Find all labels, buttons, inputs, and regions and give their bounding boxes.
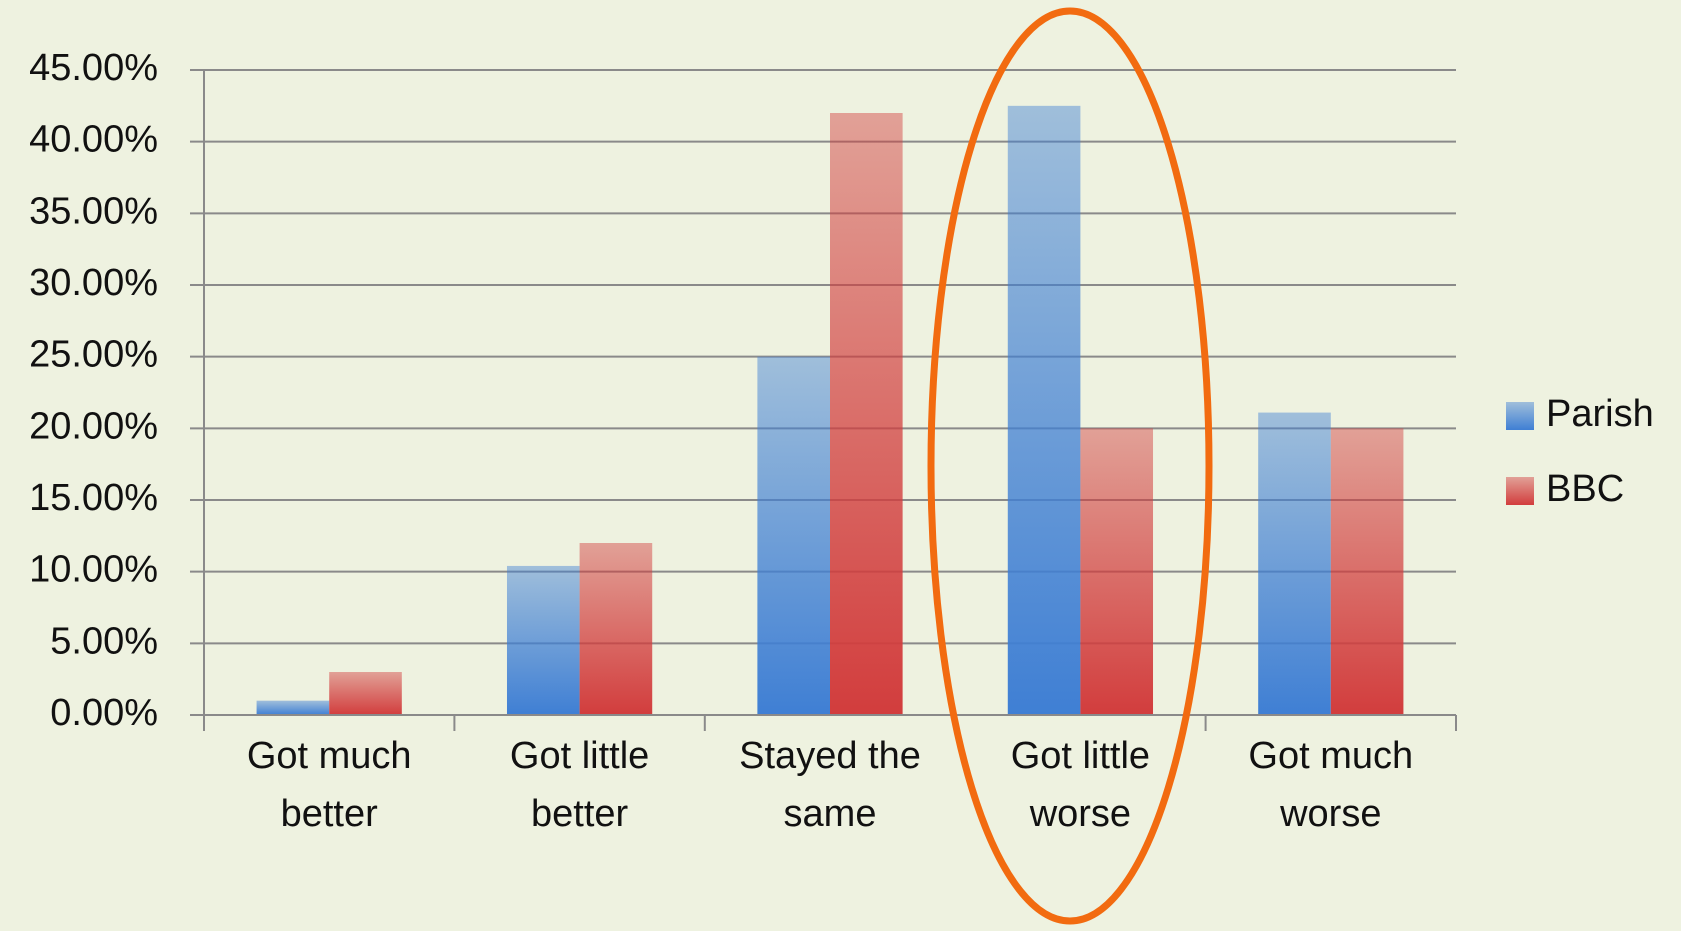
x-tick-label: Got little worse: [1010, 735, 1151, 835]
y-tick-label: 20.00%: [29, 405, 158, 447]
bar: [579, 543, 653, 715]
bar: [757, 356, 830, 715]
y-tick-label: 35.00%: [29, 190, 158, 232]
highlight-ellipse: [927, 7, 1213, 925]
bar: [506, 565, 580, 715]
bar: [1080, 428, 1154, 715]
y-tick-label: 0.00%: [50, 692, 158, 734]
y-tick-label: 5.00%: [50, 620, 158, 662]
x-tick-label: Got much worse: [1248, 735, 1414, 835]
bar: [1007, 105, 1081, 716]
legend-swatch: [1506, 477, 1534, 505]
bar: [1330, 428, 1404, 715]
x-tick-label: Got little better: [509, 735, 650, 835]
y-tick-label: 10.00%: [29, 549, 158, 591]
legend-label: Parish: [1546, 393, 1654, 435]
bar: [830, 113, 903, 715]
x-tick-label: Got much better: [246, 735, 412, 835]
y-tick-label: 40.00%: [29, 119, 158, 161]
legend-label: BBC: [1546, 468, 1624, 510]
y-tick-label: 30.00%: [29, 262, 158, 304]
bar: [329, 672, 402, 715]
bar: [256, 700, 330, 715]
y-tick-label: 15.00%: [29, 477, 158, 519]
y-tick-label: 25.00%: [29, 334, 158, 376]
y-tick-label: 45.00%: [29, 47, 158, 89]
x-tick-label: Stayed the same: [739, 735, 921, 835]
bar: [1258, 412, 1331, 715]
legend-swatch: [1506, 402, 1534, 430]
